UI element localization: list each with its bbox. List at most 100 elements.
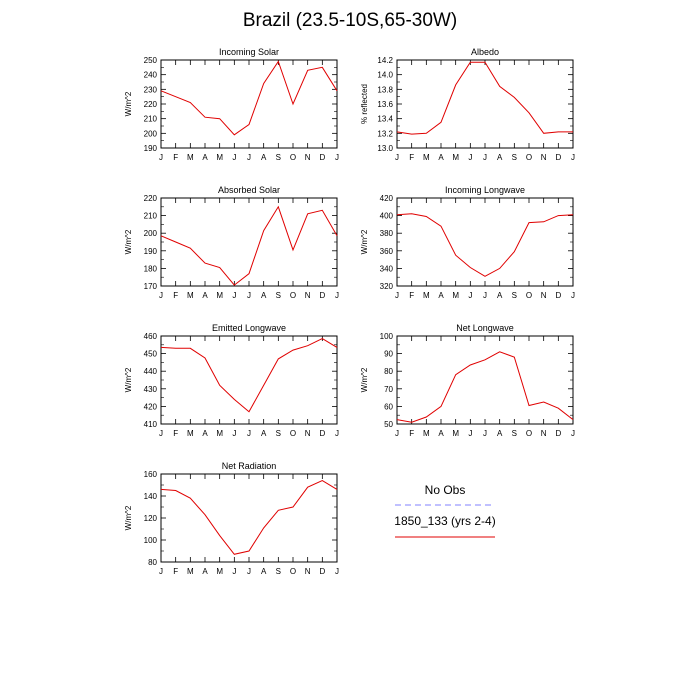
y-tick-label: 430 [144, 385, 158, 394]
y-tick-label: 13.8 [377, 85, 393, 94]
series-line [160, 338, 338, 413]
plot-frame [160, 473, 338, 563]
x-tick-label: J [232, 567, 236, 576]
x-tick-label: N [305, 567, 311, 576]
y-tick-label: 420 [380, 194, 394, 203]
x-tick-label: M [452, 429, 459, 438]
x-tick-label: D [555, 291, 561, 300]
y-tick-label: 100 [144, 536, 158, 545]
legend: No Obs 1850_133 (yrs 2-4) [394, 483, 496, 538]
x-tick-label: J [468, 429, 472, 438]
series-line [396, 61, 573, 135]
x-tick-label: N [305, 429, 311, 438]
x-tick-label: J [395, 153, 399, 162]
y-tick-label: 100 [380, 332, 394, 341]
y-tick-label: 400 [380, 212, 394, 221]
x-tick-label: O [526, 291, 532, 300]
x-tick-label: F [409, 429, 414, 438]
x-tick-label: J [571, 153, 575, 162]
plot-frame [396, 59, 574, 149]
x-tick-label: J [335, 153, 339, 162]
x-tick-label: A [261, 429, 267, 438]
x-tick-label: J [483, 153, 487, 162]
x-tick-label: O [290, 153, 296, 162]
legend-label-obs: No Obs [425, 483, 466, 497]
x-tick-label: J [247, 567, 251, 576]
x-tick-label: J [247, 153, 251, 162]
y-tick-label: 210 [144, 212, 158, 221]
x-tick-label: O [526, 153, 532, 162]
y-tick-label: 450 [144, 350, 158, 359]
y-tick-label: 200 [144, 229, 158, 238]
x-tick-label: F [409, 153, 414, 162]
x-tick-label: O [290, 291, 296, 300]
panel-title: Incoming Solar [219, 47, 279, 57]
panel-title: Albedo [471, 47, 499, 57]
x-tick-label: A [497, 153, 503, 162]
x-tick-label: M [423, 429, 430, 438]
y-tick-label: 140 [144, 492, 158, 501]
x-tick-label: A [202, 291, 208, 300]
x-tick-label: S [512, 153, 517, 162]
x-tick-label: M [187, 291, 194, 300]
y-tick-label: 50 [384, 420, 393, 429]
x-tick-label: M [216, 429, 223, 438]
x-tick-label: J [247, 429, 251, 438]
x-tick-label: O [290, 567, 296, 576]
legend-label-model: 1850_133 (yrs 2-4) [394, 514, 495, 528]
y-tick-label: 14.0 [377, 71, 393, 80]
x-tick-label: A [202, 567, 208, 576]
y-tick-label: 410 [144, 420, 158, 429]
x-tick-label: J [232, 291, 236, 300]
x-tick-label: S [276, 291, 281, 300]
x-tick-label: A [497, 291, 503, 300]
x-tick-label: A [261, 567, 267, 576]
x-tick-label: M [423, 153, 430, 162]
x-tick-label: M [452, 153, 459, 162]
x-tick-label: J [335, 567, 339, 576]
x-tick-label: J [571, 429, 575, 438]
y-tick-label: 190 [144, 144, 158, 153]
y-tick-label: 13.4 [377, 115, 393, 124]
y-tick-label: 70 [384, 385, 393, 394]
panel-title: Absorbed Solar [218, 185, 280, 195]
y-axis-label: W/m^2 [124, 229, 133, 254]
x-tick-label: N [305, 291, 311, 300]
x-tick-label: D [319, 429, 325, 438]
y-tick-label: 360 [380, 247, 394, 256]
x-tick-label: M [187, 153, 194, 162]
y-axis-label: W/m^2 [124, 367, 133, 392]
y-tick-label: 460 [144, 332, 158, 341]
y-tick-label: 180 [144, 264, 158, 273]
plot-frame [160, 59, 338, 149]
y-tick-label: 440 [144, 367, 158, 376]
y-axis-label: W/m^2 [360, 229, 369, 254]
x-tick-label: F [173, 153, 178, 162]
y-tick-label: 200 [144, 129, 158, 138]
panel-title: Net Longwave [456, 323, 514, 333]
y-axis-label: W/m^2 [360, 367, 369, 392]
x-tick-label: S [512, 291, 517, 300]
y-tick-label: 210 [144, 115, 158, 124]
x-tick-label: A [261, 153, 267, 162]
y-tick-label: 220 [144, 194, 158, 203]
x-tick-label: F [173, 567, 178, 576]
x-tick-label: S [512, 429, 517, 438]
y-tick-label: 120 [144, 514, 158, 523]
x-tick-label: N [541, 429, 547, 438]
x-tick-label: J [468, 291, 472, 300]
y-tick-label: 340 [380, 264, 394, 273]
series-line [396, 213, 574, 277]
x-tick-label: N [541, 291, 547, 300]
x-tick-label: M [216, 153, 223, 162]
panel-title: Incoming Longwave [445, 185, 525, 195]
x-tick-label: M [187, 567, 194, 576]
figure-title: Brazil (23.5-10S,65-30W) [242, 10, 458, 31]
y-tick-label: 60 [384, 402, 393, 411]
x-tick-label: A [497, 429, 503, 438]
